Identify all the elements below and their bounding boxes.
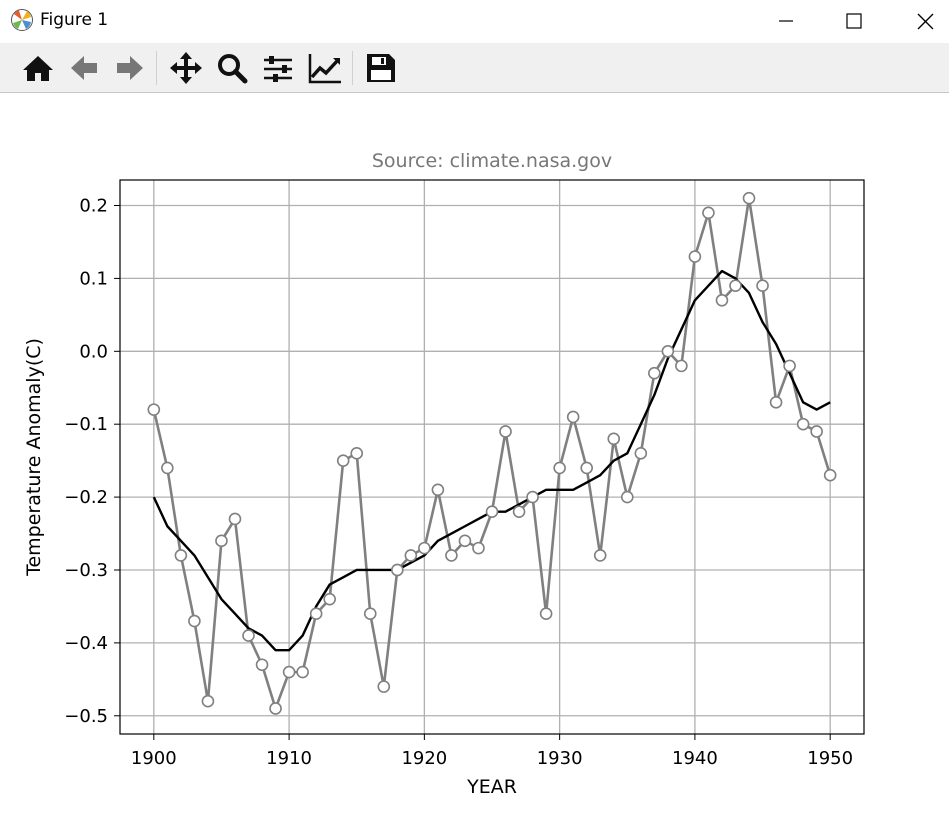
data-point-marker <box>188 614 201 628</box>
data-point-marker <box>147 403 161 416</box>
y-tick-label: 0.2 <box>79 196 108 217</box>
save-floppy-icon[interactable] <box>360 49 400 87</box>
back-arrow-icon[interactable] <box>64 49 104 87</box>
x-tick-label: 1940 <box>672 748 718 769</box>
data-point-marker <box>215 534 228 548</box>
zoom-magnifier-icon[interactable] <box>212 49 252 87</box>
data-point-marker <box>282 665 296 679</box>
data-point-marker <box>512 505 526 518</box>
smoothed-anomaly-line <box>152 269 831 652</box>
y-tick-label: 0.0 <box>79 341 108 362</box>
maximize-icon[interactable] <box>834 5 874 37</box>
axes-frame <box>119 179 865 735</box>
data-point-marker <box>729 279 742 292</box>
data-point-marker <box>702 206 715 220</box>
data-point-marker <box>445 549 458 562</box>
data-point-marker <box>472 541 485 555</box>
data-point-marker <box>648 366 661 380</box>
data-point-marker <box>391 563 404 577</box>
pan-move-icon[interactable] <box>166 49 206 87</box>
chart-title: Source: climate.nasa.gov <box>372 150 612 172</box>
data-point-marker <box>769 396 783 409</box>
data-point-marker <box>418 541 431 555</box>
data-point-marker <box>363 607 377 621</box>
navigation-toolbar <box>0 43 949 93</box>
minimize-icon[interactable] <box>766 5 806 37</box>
y-tick-label: −0.4 <box>64 633 108 654</box>
y-tick-label: −0.1 <box>64 414 108 435</box>
data-point-marker <box>228 512 242 526</box>
data-point-marker <box>350 447 364 460</box>
data-point-marker <box>404 549 418 562</box>
data-point-marker <box>499 425 512 438</box>
data-point-marker <box>161 461 174 475</box>
data-point-marker <box>553 461 566 475</box>
data-point-marker <box>377 680 391 693</box>
data-point-marker <box>201 694 215 708</box>
tick-layer: 1900 1910 1920 1930 1940 1950 0.2 0.1 0.0 −0.1 −0.… <box>64 196 853 769</box>
configure-subplots-icon[interactable] <box>258 49 298 87</box>
home-icon[interactable] <box>18 49 58 87</box>
x-tick-label: 1900 <box>131 748 177 769</box>
close-icon[interactable] <box>905 5 945 37</box>
data-point-marker <box>485 505 499 518</box>
edit-axis-curves-icon[interactable] <box>305 49 345 87</box>
window-title: Figure 1 <box>40 10 109 30</box>
x-tick-label: 1920 <box>401 748 447 769</box>
series-layer <box>147 191 837 715</box>
data-point-marker <box>255 658 269 672</box>
grid-lines <box>120 180 864 734</box>
data-point-marker <box>756 279 769 292</box>
data-point-marker <box>593 549 607 562</box>
data-point-marker <box>715 293 729 307</box>
data-point-marker <box>607 432 621 446</box>
y-tick-label: 0.1 <box>79 268 108 289</box>
x-tick-label: 1930 <box>537 748 583 769</box>
temperature-anomaly-chart: 1900 1910 1920 1930 1940 1950 0.2 0.1 0.0 −0.1 −0.… <box>23 150 865 798</box>
y-tick-label: −0.5 <box>64 706 108 727</box>
data-point-marker <box>783 359 796 373</box>
data-point-marker <box>675 359 688 373</box>
x-tick-label: 1910 <box>266 748 312 769</box>
data-point-marker <box>296 665 309 679</box>
data-point-marker <box>620 490 634 504</box>
data-point-marker <box>174 549 188 562</box>
window-titlebar: Figure 1 <box>0 0 949 42</box>
data-point-marker <box>688 250 702 263</box>
data-point-marker <box>526 490 539 504</box>
data-point-marker <box>323 592 336 606</box>
data-point-marker <box>242 629 255 642</box>
data-point-marker <box>634 447 648 460</box>
data-point-marker <box>580 461 593 475</box>
data-point-marker <box>336 454 350 467</box>
toolbar-separator <box>352 51 353 85</box>
toolbar-separator <box>156 51 157 85</box>
data-point-marker <box>566 410 580 424</box>
x-tick-label: 1950 <box>807 748 853 769</box>
y-axis-label: Temperature Anomaly(C) <box>23 338 45 577</box>
data-point-marker <box>661 345 675 358</box>
matplotlib-app-icon <box>11 9 33 31</box>
data-point-marker <box>796 417 810 431</box>
data-point-marker <box>269 702 282 715</box>
data-point-marker <box>458 534 472 548</box>
y-tick-label: −0.2 <box>64 487 108 508</box>
data-point-marker <box>539 607 553 621</box>
figure-canvas: 1900 1910 1920 1930 1940 1950 0.2 0.1 0.0 −0.1 −0.… <box>0 93 949 810</box>
data-point-marker <box>742 191 756 205</box>
y-tick-label: −0.3 <box>64 560 108 581</box>
x-axis-label: YEAR <box>466 776 517 798</box>
data-point-marker <box>810 425 823 438</box>
data-point-marker <box>823 468 837 482</box>
forward-arrow-icon[interactable] <box>110 49 150 87</box>
data-point-marker <box>309 607 323 621</box>
data-point-marker <box>431 483 445 497</box>
